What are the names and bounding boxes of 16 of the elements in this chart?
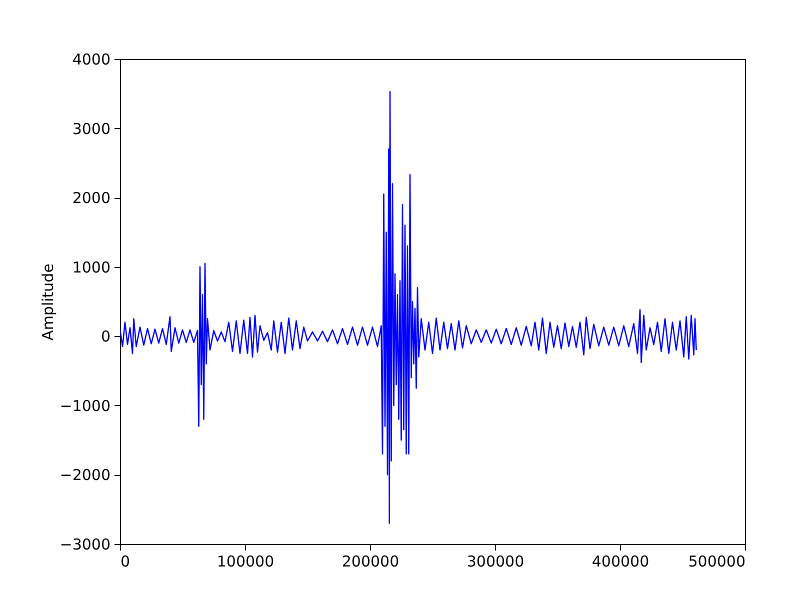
y-tick-label: 0 [100,328,110,346]
y-tick-label: −2000 [60,466,110,484]
x-tick-label: 0 [120,552,130,570]
y-tick-label: −3000 [60,536,110,554]
y-tick-label: 2000 [72,189,110,208]
x-tick-label: 300000 [466,552,524,570]
x-tick-label: 400000 [592,552,650,570]
x-tick-label: 500000 [688,552,746,570]
line-series [120,90,697,524]
y-tick-label: −1000 [60,396,110,415]
y-tick-label: 1000 [72,258,110,276]
y-axis-title: Amplitude [38,264,57,340]
y-tick-label: 3000 [72,120,110,138]
x-tick-label: 100000 [216,552,274,570]
y-tick-label: 4000 [72,50,110,68]
x-tick-label: 200000 [342,552,400,570]
